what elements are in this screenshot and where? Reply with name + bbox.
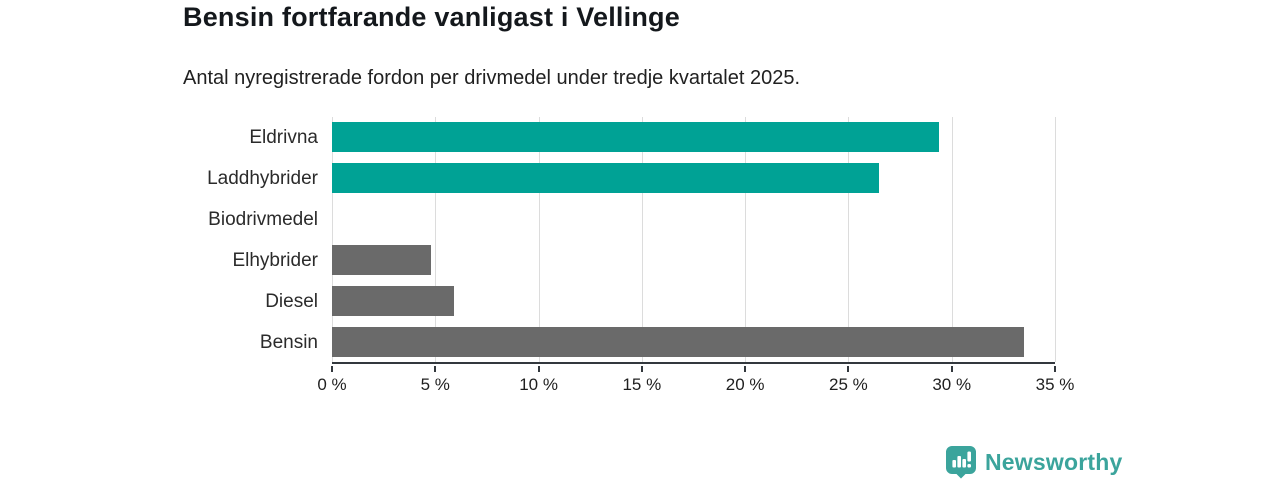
y-axis-category-labels: Eldrivna Laddhybrider Biodrivmedel Elhybrid… [0,117,318,364]
gridline [951,117,953,362]
x-axis-tick-mark [434,366,437,372]
bar-chart-plot-area [332,117,1056,364]
gridline [641,117,643,362]
x-axis-tick-label: 15 % [622,375,662,394]
category-label: Biodrivmedel [208,208,318,230]
bar-laddhybrider [332,163,880,194]
x-axis-tick-label: 30 % [932,375,972,394]
bar-bensin [332,326,1024,357]
x-axis-tick-mark [537,366,540,372]
x-axis-tick-label: 25 % [829,375,868,394]
x-axis-tick-mark [744,366,747,372]
x-axis-tick-mark [331,366,333,372]
gridline [435,117,437,362]
x-axis-tick-label: 5 % [420,375,450,394]
newsworthy-speech-bubble-barchart-icon [946,446,976,479]
gridline [1055,117,1056,362]
chart-title: Bensin fortfarande vanligast i Vellinge [183,2,680,32]
category-label: Elhybrider [232,250,318,272]
x-axis-tick-mark [1054,366,1056,372]
chart-subtitle: Antal nyregistrerade fordon per drivmede… [183,67,801,89]
category-label: Diesel [265,291,318,313]
x-axis-tick-mark [640,366,643,372]
gridline [538,117,540,362]
x-axis-tick-label: 10 % [519,375,558,394]
newsworthy-logo-text: Newsworthy [985,448,1123,475]
gridline [848,117,850,362]
x-axis-tick-mark [950,366,953,372]
bar-elhybrider [332,244,432,275]
gridline [332,117,333,362]
category-label: Eldrivna [249,126,318,148]
bar-eldrivna [332,122,940,153]
newsworthy-logo[interactable]: Newsworthy [945,445,1122,479]
x-axis-tick-label: 0 % [317,375,347,394]
gridline [745,117,747,362]
x-axis-tick-label: 20 % [725,375,765,394]
x-axis-tick-label: 35 % [1035,375,1075,394]
category-label: Laddhybrider [207,167,318,189]
x-axis: 0 % 5 % 10 % 15 % 20 % 25 % 30 % 35 % [317,366,1074,406]
x-axis-tick-mark [847,366,850,372]
bar-diesel [332,285,454,316]
category-label: Bensin [259,332,318,354]
